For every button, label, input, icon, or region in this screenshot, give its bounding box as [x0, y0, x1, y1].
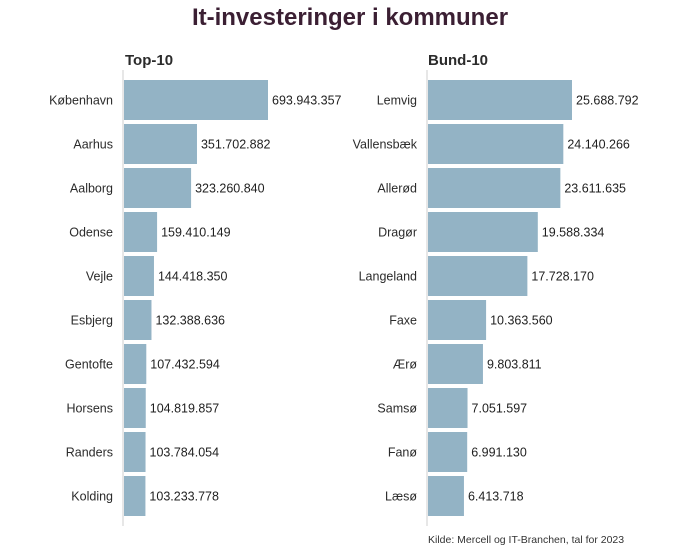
value-label: 693.943.357 [272, 94, 342, 108]
value-label: 6.413.718 [468, 490, 524, 504]
bar [428, 212, 538, 252]
category-label: Aarhus [73, 138, 113, 152]
category-label: Randers [66, 446, 113, 460]
value-label: 103.784.054 [150, 446, 220, 460]
category-label: Gentofte [65, 358, 113, 372]
category-label: Læsø [385, 490, 417, 504]
panel-title-bottom10: Bund-10 [428, 52, 488, 69]
value-label: 10.363.560 [490, 314, 553, 328]
category-label: Odense [69, 226, 113, 240]
category-label: Aalborg [70, 182, 113, 196]
category-label: Dragør [378, 226, 417, 240]
bar [124, 256, 154, 296]
value-label: 144.418.350 [158, 270, 228, 284]
bar [124, 124, 197, 164]
bar [428, 476, 464, 516]
bar [428, 344, 483, 384]
value-label: 25.688.792 [576, 94, 639, 108]
value-label: 107.432.594 [150, 358, 220, 372]
bar [124, 388, 146, 428]
category-label: Esbjerg [71, 314, 113, 328]
value-label: 7.051.597 [472, 402, 528, 416]
bar [428, 300, 487, 340]
value-label: 23.611.635 [564, 182, 626, 196]
category-label: Vejle [86, 270, 113, 284]
category-label: København [49, 94, 113, 108]
bar [124, 168, 192, 208]
category-label: Ærø [393, 358, 418, 372]
source-note: Kilde: Mercell og IT-Branchen, tal for 2… [428, 534, 624, 546]
category-label: Allerød [377, 182, 417, 196]
category-label: Samsø [377, 402, 417, 416]
category-label: Fanø [388, 446, 418, 460]
value-label: 17.728.170 [531, 270, 594, 284]
value-label: 9.803.811 [487, 358, 542, 372]
bar [124, 432, 146, 472]
category-label: Faxe [389, 314, 417, 328]
value-label: 351.702.882 [201, 138, 271, 152]
value-label: 103.233.778 [149, 490, 219, 504]
category-label: Langeland [359, 270, 417, 284]
bar [124, 344, 147, 384]
bar [124, 212, 158, 252]
bar [428, 388, 468, 428]
category-label: Vallensbæk [353, 138, 418, 152]
value-label: 6.991.130 [471, 446, 527, 460]
bar [428, 168, 561, 208]
value-label: 19.588.334 [542, 226, 605, 240]
value-label: 159.410.149 [161, 226, 231, 240]
bar [428, 124, 564, 164]
value-label: 323.260.840 [195, 182, 265, 196]
bar [428, 432, 468, 472]
value-label: 24.140.266 [567, 138, 630, 152]
panel-title-top10: Top-10 [125, 52, 173, 69]
bar [428, 80, 572, 120]
value-label: 132.388.636 [155, 314, 225, 328]
category-label: Lemvig [377, 94, 417, 108]
bar [124, 300, 152, 340]
bar [124, 80, 268, 120]
bar [124, 476, 146, 516]
category-label: Horsens [66, 402, 113, 416]
chart-title: It-investeringer i kommuner [191, 4, 509, 31]
category-label: Kolding [71, 490, 113, 504]
bar [428, 256, 528, 296]
value-label: 104.819.857 [150, 402, 220, 416]
